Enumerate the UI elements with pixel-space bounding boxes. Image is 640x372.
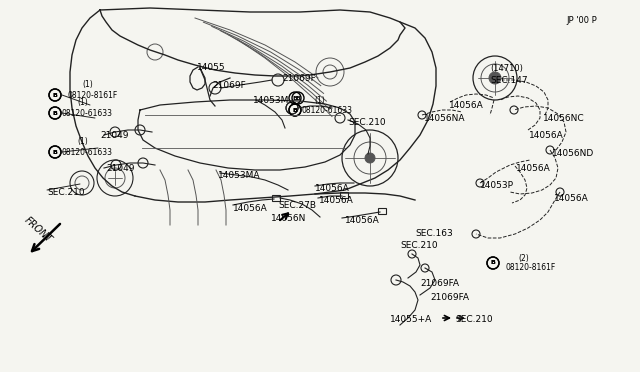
Text: SEC.210: SEC.210 <box>348 118 386 126</box>
Text: 14056N: 14056N <box>271 214 307 222</box>
Text: 14056ND: 14056ND <box>552 148 595 157</box>
Text: (1): (1) <box>77 97 88 106</box>
Text: 14056NC: 14056NC <box>543 113 584 122</box>
Text: 14056A: 14056A <box>315 183 349 192</box>
Text: 21049: 21049 <box>106 164 134 173</box>
Text: (1): (1) <box>77 137 88 145</box>
Text: SEC.147: SEC.147 <box>490 76 527 84</box>
Text: SEC.210: SEC.210 <box>455 315 493 324</box>
Text: 08120-61633: 08120-61633 <box>62 148 113 157</box>
Text: 08120-8161F: 08120-8161F <box>67 90 117 99</box>
Text: FRONT: FRONT <box>22 215 54 245</box>
Text: B: B <box>491 260 495 266</box>
Text: 14055: 14055 <box>197 62 226 71</box>
Text: 21069F: 21069F <box>282 74 316 83</box>
Text: SEC.210: SEC.210 <box>400 241 438 250</box>
Text: 14056A: 14056A <box>529 131 564 140</box>
Text: 21049: 21049 <box>100 131 129 140</box>
Text: 14053M: 14053M <box>253 96 289 105</box>
Text: 21069FA: 21069FA <box>420 279 459 288</box>
Text: B: B <box>296 96 300 100</box>
Text: (1): (1) <box>314 96 324 105</box>
Text: 14053P: 14053P <box>480 180 514 189</box>
Text: JP '00 P: JP '00 P <box>566 16 596 25</box>
Text: (14710): (14710) <box>490 64 523 73</box>
Text: 14056A: 14056A <box>516 164 551 173</box>
Text: SEC.210: SEC.210 <box>47 187 84 196</box>
Text: 14056A: 14056A <box>233 203 268 212</box>
Text: B: B <box>491 260 495 266</box>
Text: 21069FA: 21069FA <box>430 294 469 302</box>
Text: 14056A: 14056A <box>554 193 589 202</box>
Text: 14053MA: 14053MA <box>218 170 260 180</box>
Text: B: B <box>52 110 58 115</box>
Bar <box>378 208 386 214</box>
Text: B: B <box>52 150 58 154</box>
Text: 14056NA: 14056NA <box>424 113 465 122</box>
Text: 08120-61633: 08120-61633 <box>62 109 113 118</box>
Text: B: B <box>52 110 58 115</box>
Text: 14056A: 14056A <box>449 100 484 109</box>
Text: 21069F: 21069F <box>212 80 246 90</box>
Text: B: B <box>292 108 298 112</box>
Text: B: B <box>52 150 58 154</box>
Text: B: B <box>52 93 58 97</box>
Text: 14055+A: 14055+A <box>390 315 432 324</box>
Text: 14056A: 14056A <box>345 215 380 224</box>
Text: SEC.163: SEC.163 <box>415 228 452 237</box>
Text: B: B <box>292 96 298 100</box>
Bar <box>340 192 348 198</box>
Circle shape <box>365 153 375 163</box>
Text: SEC.27B: SEC.27B <box>278 201 316 209</box>
Text: 14056A: 14056A <box>319 196 354 205</box>
Text: B: B <box>52 93 58 97</box>
Text: (2): (2) <box>518 253 529 263</box>
Text: (1): (1) <box>82 80 93 89</box>
Text: 08120-61633: 08120-61633 <box>302 106 353 115</box>
Text: 08120-8161F: 08120-8161F <box>505 263 556 273</box>
Circle shape <box>489 72 501 84</box>
Text: B: B <box>292 108 298 112</box>
Bar <box>272 195 280 201</box>
